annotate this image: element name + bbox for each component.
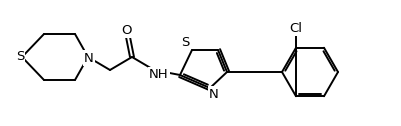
Text: S: S: [180, 37, 189, 50]
Text: O: O: [122, 24, 132, 37]
Text: S: S: [16, 51, 24, 64]
Text: Cl: Cl: [289, 22, 302, 35]
Text: N: N: [84, 52, 94, 65]
Text: NH: NH: [149, 69, 168, 82]
Text: N: N: [209, 87, 218, 101]
